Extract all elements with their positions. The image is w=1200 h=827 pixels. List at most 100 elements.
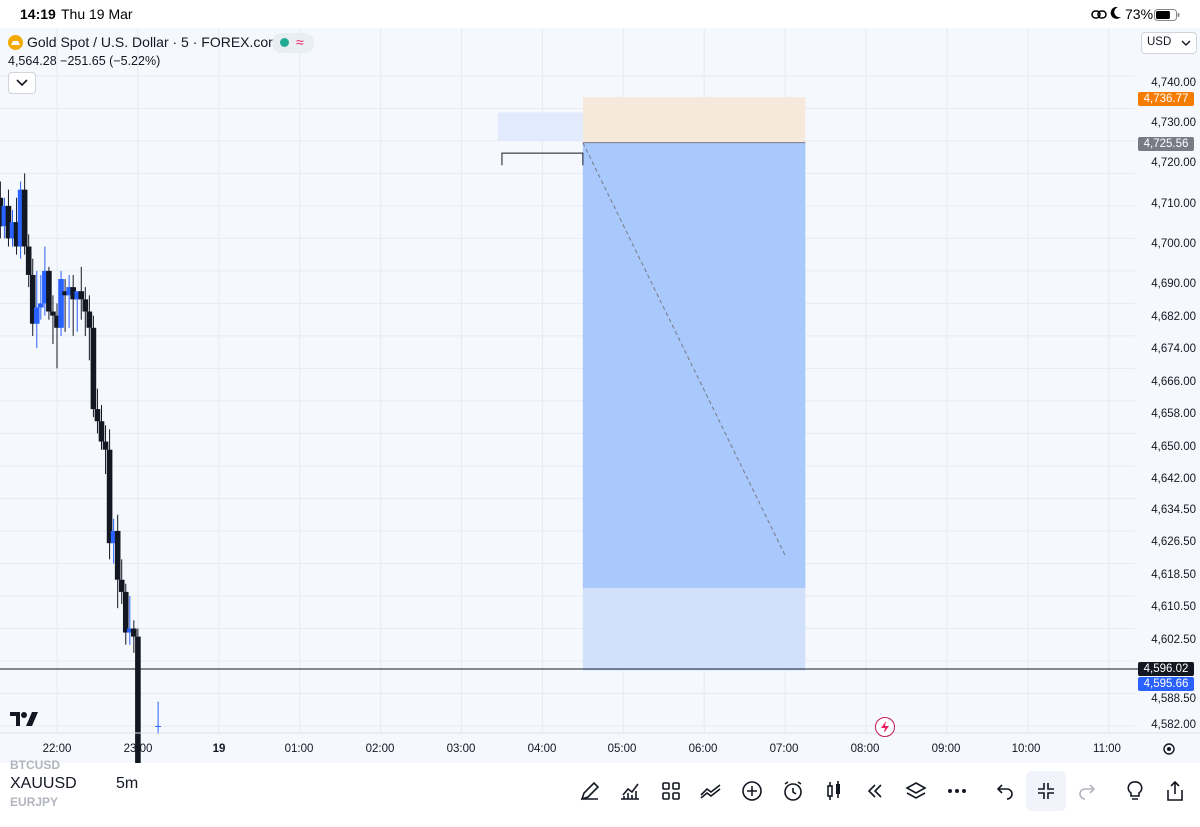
more-button[interactable] xyxy=(937,771,977,811)
time-axis-label: 04:00 xyxy=(527,743,557,755)
redo-button[interactable] xyxy=(1067,771,1107,811)
delayed-data-icon: ≈ xyxy=(296,34,304,50)
candle-body xyxy=(1,205,8,227)
last-price: 4,564.28 xyxy=(8,54,57,68)
ideas-button[interactable] xyxy=(1115,771,1155,811)
interval-selector[interactable]: 5m xyxy=(116,775,139,792)
price-axis-label: 4,682.00 xyxy=(1151,311,1196,323)
price-chart[interactable] xyxy=(0,28,1200,763)
watchlist-prev-symbol[interactable]: BTCUSD xyxy=(10,758,60,772)
share-button[interactable] xyxy=(1155,771,1195,811)
collapse-button[interactable] xyxy=(1026,771,1066,811)
collapse-icon xyxy=(1038,783,1054,799)
market-open-dot-icon xyxy=(280,38,289,47)
time-axis-label: 23:00 xyxy=(123,743,153,755)
chevron-down-icon xyxy=(16,79,28,87)
gold-coin-icon xyxy=(8,35,23,55)
replay-icon xyxy=(867,784,882,798)
price-axis-label: 4,642.00 xyxy=(1151,473,1196,485)
candle-body xyxy=(21,189,28,247)
candle-body xyxy=(46,270,52,312)
time-axis-label: 19 xyxy=(212,743,226,755)
current-symbol[interactable]: XAUUSD xyxy=(10,775,77,792)
time-axis-label: 05:00 xyxy=(607,743,637,755)
chart-area[interactable] xyxy=(0,28,1200,763)
price-axis-label: 4,658.00 xyxy=(1151,408,1196,420)
candle-body xyxy=(62,291,68,296)
layers-button[interactable] xyxy=(896,771,936,811)
range-bracket xyxy=(501,152,584,166)
candle-body xyxy=(78,291,85,300)
candle-body xyxy=(135,636,141,763)
time-axis-label: 09:00 xyxy=(931,743,961,755)
more-icon xyxy=(948,789,966,793)
bottom-toolbar: BTCUSD XAUUSD EURJPY 5m xyxy=(0,758,1200,827)
price-axis-label: 4,666.00 xyxy=(1151,376,1196,388)
time-axis-label: 07:00 xyxy=(769,743,799,755)
event-lightning-icon[interactable] xyxy=(875,717,895,737)
layout-button[interactable] xyxy=(651,771,691,811)
tradingview-logo[interactable] xyxy=(10,712,38,731)
chevron-down-icon xyxy=(1181,40,1191,46)
price-change: −251.65 (−5.22%) xyxy=(60,54,161,68)
alert-button[interactable] xyxy=(773,771,813,811)
drawing-pen-button[interactable] xyxy=(570,771,610,811)
clock-time: 14:19 xyxy=(20,6,56,22)
candle-body xyxy=(66,287,72,296)
price-axis-label: 4,720.00 xyxy=(1151,157,1196,169)
add-icon xyxy=(742,781,762,801)
idea-icon xyxy=(1127,781,1143,800)
status-date: Thu 19 Mar xyxy=(61,6,133,22)
candle-body xyxy=(155,726,161,727)
chart-type-button[interactable] xyxy=(814,771,854,811)
candle-body xyxy=(70,287,76,300)
candle-body xyxy=(118,579,125,592)
candle-body xyxy=(58,279,64,328)
add-button[interactable] xyxy=(732,771,772,811)
candle-body xyxy=(54,315,60,328)
candles-icon xyxy=(827,781,840,800)
undo-icon xyxy=(996,784,1013,800)
candle-body xyxy=(114,530,121,580)
trendline-button[interactable] xyxy=(691,771,731,811)
candle-body xyxy=(90,327,97,410)
replay-button[interactable] xyxy=(855,771,895,811)
trendline-icon xyxy=(700,784,721,799)
candle-body xyxy=(98,421,105,442)
time-axis-label: 01:00 xyxy=(284,743,314,755)
candle-body xyxy=(102,441,109,450)
candle-body xyxy=(0,197,4,227)
indicators-button[interactable] xyxy=(610,771,650,811)
price-axis-label: 4,626.50 xyxy=(1151,536,1196,548)
candle-body xyxy=(74,291,81,300)
watchlist-next-symbol[interactable]: EURJPY xyxy=(10,795,59,809)
candle-body xyxy=(94,409,101,422)
candle-body xyxy=(82,299,89,312)
price-axis-label: 4,674.00 xyxy=(1151,343,1196,355)
candle-body xyxy=(5,205,12,239)
price-axis-label: 4,650.00 xyxy=(1151,441,1196,453)
currency-selector[interactable]: USD xyxy=(1141,32,1197,54)
status-pills[interactable]: ≈ xyxy=(272,33,314,53)
candle-body xyxy=(86,311,93,328)
pen-icon xyxy=(580,781,600,801)
price-axis-label: 4,588.50 xyxy=(1151,693,1196,705)
layout-icon xyxy=(662,782,680,800)
legend-collapse-button[interactable] xyxy=(8,72,36,94)
symbol-title[interactable]: Gold Spot / U.S. Dollar · 5 · FOREX.com xyxy=(27,34,280,50)
crosshair-price-tag: 4,596.02 xyxy=(1138,662,1194,676)
target-price-tag: 4,736.77 xyxy=(1138,92,1194,106)
candle-body xyxy=(127,628,133,633)
candle-body xyxy=(29,274,36,324)
profit-zone xyxy=(582,142,806,588)
undo-button[interactable] xyxy=(985,771,1025,811)
axis-settings-gear-icon[interactable] xyxy=(1162,742,1176,761)
battery-percent: 73% xyxy=(1125,6,1154,22)
candle-body xyxy=(33,307,40,324)
status-bar: 14:19 Thu 19 Mar 73% xyxy=(0,0,1200,28)
share-icon xyxy=(1167,780,1183,801)
price-axis-label: 4,700.00 xyxy=(1151,238,1196,250)
price-axis-label: 4,690.00 xyxy=(1151,278,1196,290)
time-axis-label: 11:00 xyxy=(1093,743,1121,755)
candle-body xyxy=(38,303,44,308)
